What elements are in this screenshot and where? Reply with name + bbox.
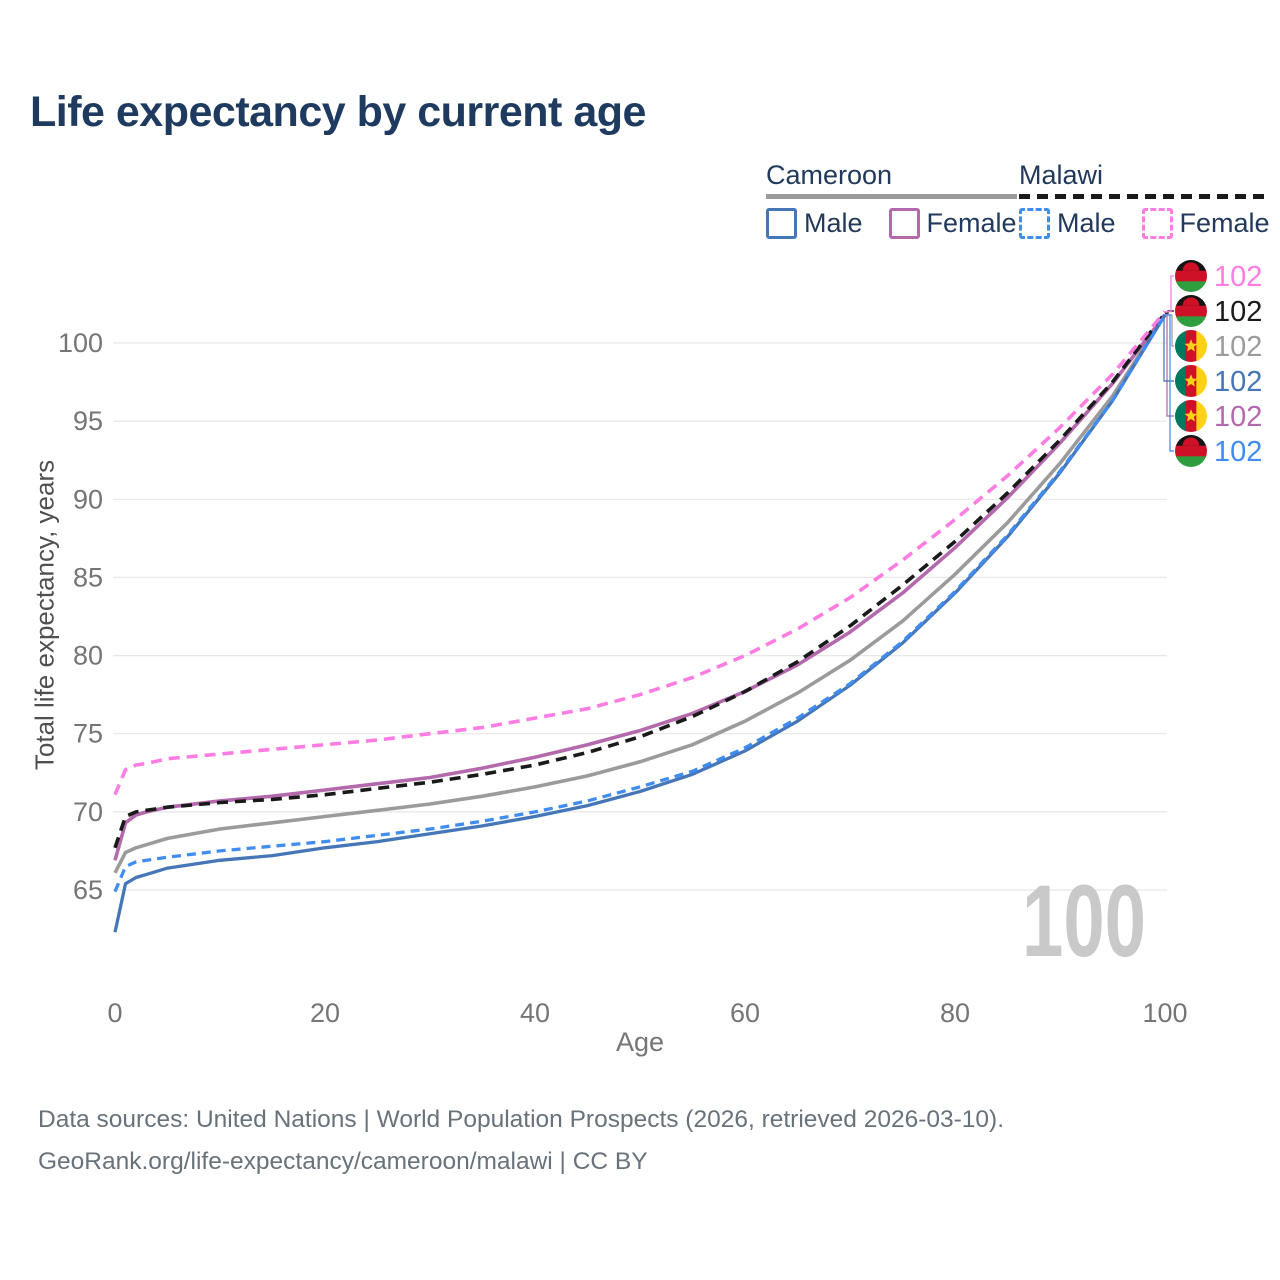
legend-item-malawi-female[interactable]: Female xyxy=(1141,208,1270,239)
legend-items-malawi: Male Female xyxy=(1019,208,1270,239)
flag-cameroon-icon xyxy=(1175,365,1207,397)
y-axis-title: Total life expectancy, years xyxy=(29,459,60,771)
x-axis-title: Age xyxy=(616,1027,664,1057)
y-tick-label: 90 xyxy=(73,484,103,514)
legend-group-cameroon: Cameroon Male Female xyxy=(766,160,1017,239)
legend-group-title-cameroon[interactable]: Cameroon xyxy=(766,160,893,190)
legend-group-title-malawi[interactable]: Malawi xyxy=(1019,160,1104,190)
leader-line-cameroon-male xyxy=(1163,314,1174,382)
flag-cameroon-icon xyxy=(1175,330,1207,362)
x-tick-label: 80 xyxy=(940,998,970,1028)
y-tick-label: 85 xyxy=(73,562,103,592)
flag-malawi-icon xyxy=(1175,260,1207,292)
legend-item-label: Male xyxy=(1057,208,1116,238)
legend-swatch-cameroon-male[interactable] xyxy=(766,208,797,239)
legend-swatch-malawi-male[interactable] xyxy=(1019,208,1050,239)
legend-swatch-cameroon-female[interactable] xyxy=(888,208,920,239)
legend-swatch-malawi-female[interactable] xyxy=(1141,208,1173,239)
x-tick-label: 20 xyxy=(310,998,340,1028)
series-line-cameroon-female xyxy=(113,313,1167,861)
legend-item-label: Female xyxy=(1179,208,1270,238)
legend-linestyle-dashed-sample xyxy=(1019,194,1270,199)
flag-malawi-icon xyxy=(1175,435,1207,467)
y-tick-label: 70 xyxy=(73,797,103,827)
age-watermark: 100 xyxy=(1022,864,1146,978)
leader-line-malawi-female xyxy=(1165,275,1174,313)
legend-item-label: Female xyxy=(926,208,1017,238)
end-value-label-malawi-female: 102 xyxy=(1214,261,1262,293)
x-tick-label: 0 xyxy=(107,998,122,1028)
legend-item-malawi-male[interactable]: Male xyxy=(1019,208,1116,239)
end-value-label-cameroon-both: 102 xyxy=(1214,331,1262,363)
series-line-cameroon-both xyxy=(113,313,1167,874)
y-tick-label: 75 xyxy=(73,719,103,749)
series-line-malawi-both xyxy=(113,312,1167,849)
end-value-label-malawi-both: 102 xyxy=(1214,296,1262,328)
footer-data-sources: Data sources: United Nations | World Pop… xyxy=(38,1106,1005,1133)
x-tick-label: 60 xyxy=(730,998,760,1028)
series-line-cameroon-male xyxy=(113,314,1167,933)
legend-group-malawi: Malawi Male Female xyxy=(1019,160,1270,239)
page-title: Life expectancy by current age xyxy=(30,88,646,136)
y-tick-label: 65 xyxy=(73,875,103,905)
series-line-malawi-female xyxy=(113,310,1167,796)
legend-item-cameroon-female[interactable]: Female xyxy=(888,208,1017,239)
y-tick-label: 100 xyxy=(58,328,103,358)
flag-malawi-icon xyxy=(1175,295,1207,327)
series-line-malawi-male xyxy=(113,314,1167,893)
x-tick-label: 100 xyxy=(1142,998,1187,1028)
y-tick-label: 95 xyxy=(73,406,103,436)
end-value-label-cameroon-male: 102 xyxy=(1214,366,1262,398)
end-value-label-cameroon-female: 102 xyxy=(1214,401,1262,433)
leader-line-malawi-male xyxy=(1165,314,1174,452)
y-tick-label: 80 xyxy=(73,641,103,671)
x-tick-label: 40 xyxy=(520,998,550,1028)
end-value-label-malawi-male: 102 xyxy=(1214,436,1262,468)
legend-items-cameroon: Male Female xyxy=(766,208,1017,239)
legend-item-cameroon-male[interactable]: Male xyxy=(766,208,863,239)
flag-cameroon-icon xyxy=(1175,400,1207,432)
legend-linestyle-solid-sample xyxy=(766,194,1017,199)
legend-item-label: Male xyxy=(804,208,863,238)
footer-attribution-link[interactable]: GeoRank.org/life-expectancy/cameroon/mal… xyxy=(38,1148,648,1175)
